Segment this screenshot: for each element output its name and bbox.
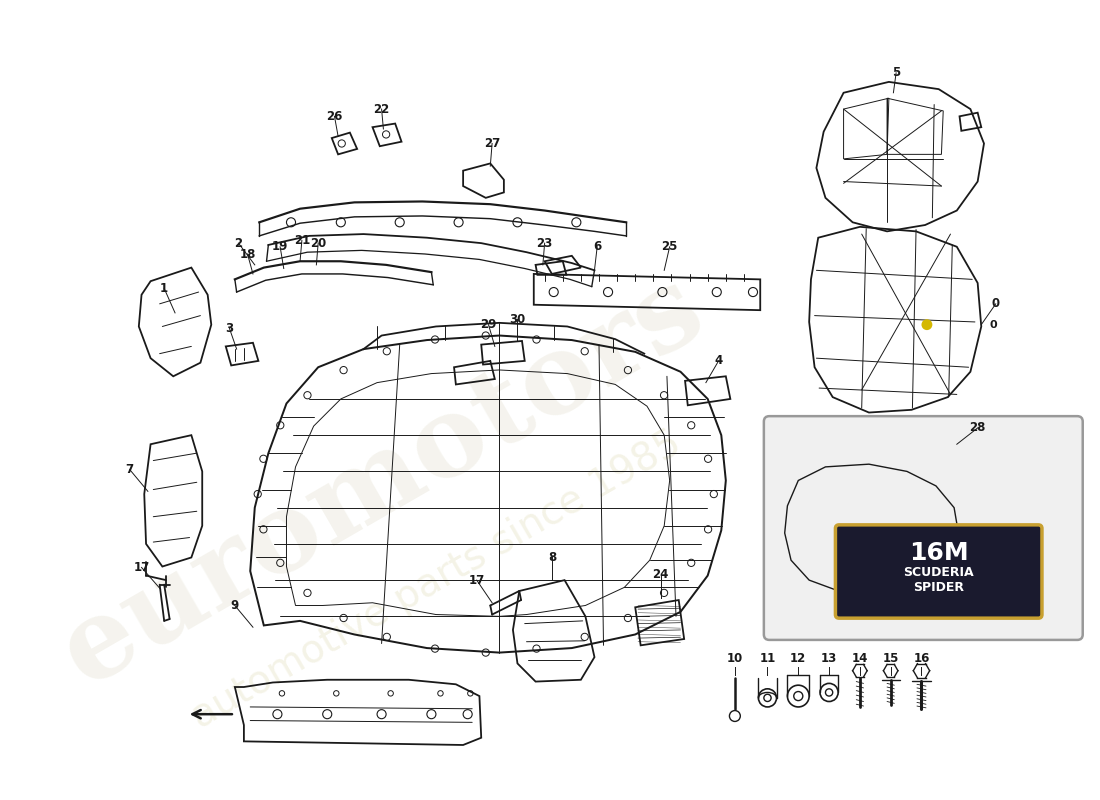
Text: SPIDER: SPIDER (913, 581, 965, 594)
Text: 4: 4 (714, 354, 723, 367)
Text: 17: 17 (469, 574, 485, 586)
Text: 8: 8 (548, 551, 556, 564)
Text: 30: 30 (509, 313, 526, 326)
Text: 11: 11 (759, 651, 775, 665)
Text: 27: 27 (484, 137, 500, 150)
Text: 16M: 16M (909, 541, 968, 565)
Text: 12: 12 (790, 651, 806, 665)
Text: 14: 14 (851, 651, 868, 665)
Text: 28: 28 (969, 422, 986, 434)
Text: euromotors: euromotors (42, 254, 720, 707)
Text: 19: 19 (272, 240, 288, 254)
Text: 0: 0 (989, 320, 997, 330)
Text: 1: 1 (161, 282, 168, 295)
Text: 17: 17 (133, 561, 150, 574)
Text: 21: 21 (294, 234, 310, 247)
Text: automotive parts since 1985: automotive parts since 1985 (185, 424, 688, 736)
Text: 25: 25 (661, 240, 678, 254)
Text: 6: 6 (593, 240, 602, 254)
Text: 26: 26 (327, 110, 343, 123)
Text: 10: 10 (727, 651, 742, 665)
Text: 0: 0 (992, 298, 1000, 310)
Text: 13: 13 (821, 651, 837, 665)
FancyBboxPatch shape (763, 416, 1082, 640)
Text: 5: 5 (892, 66, 900, 79)
Text: SCUDERIA: SCUDERIA (903, 566, 974, 579)
Text: 22: 22 (374, 102, 389, 115)
Text: 7: 7 (125, 463, 134, 476)
Text: 2: 2 (234, 237, 242, 250)
Text: 29: 29 (481, 318, 497, 331)
Text: 9: 9 (231, 599, 239, 612)
Text: 16: 16 (913, 651, 930, 665)
Text: 15: 15 (882, 651, 899, 665)
Text: 3: 3 (226, 322, 233, 334)
Text: 23: 23 (537, 237, 553, 250)
Text: 18: 18 (240, 247, 255, 261)
Text: 20: 20 (310, 237, 327, 250)
FancyBboxPatch shape (835, 525, 1042, 618)
Text: 24: 24 (652, 568, 669, 581)
Circle shape (922, 319, 933, 330)
